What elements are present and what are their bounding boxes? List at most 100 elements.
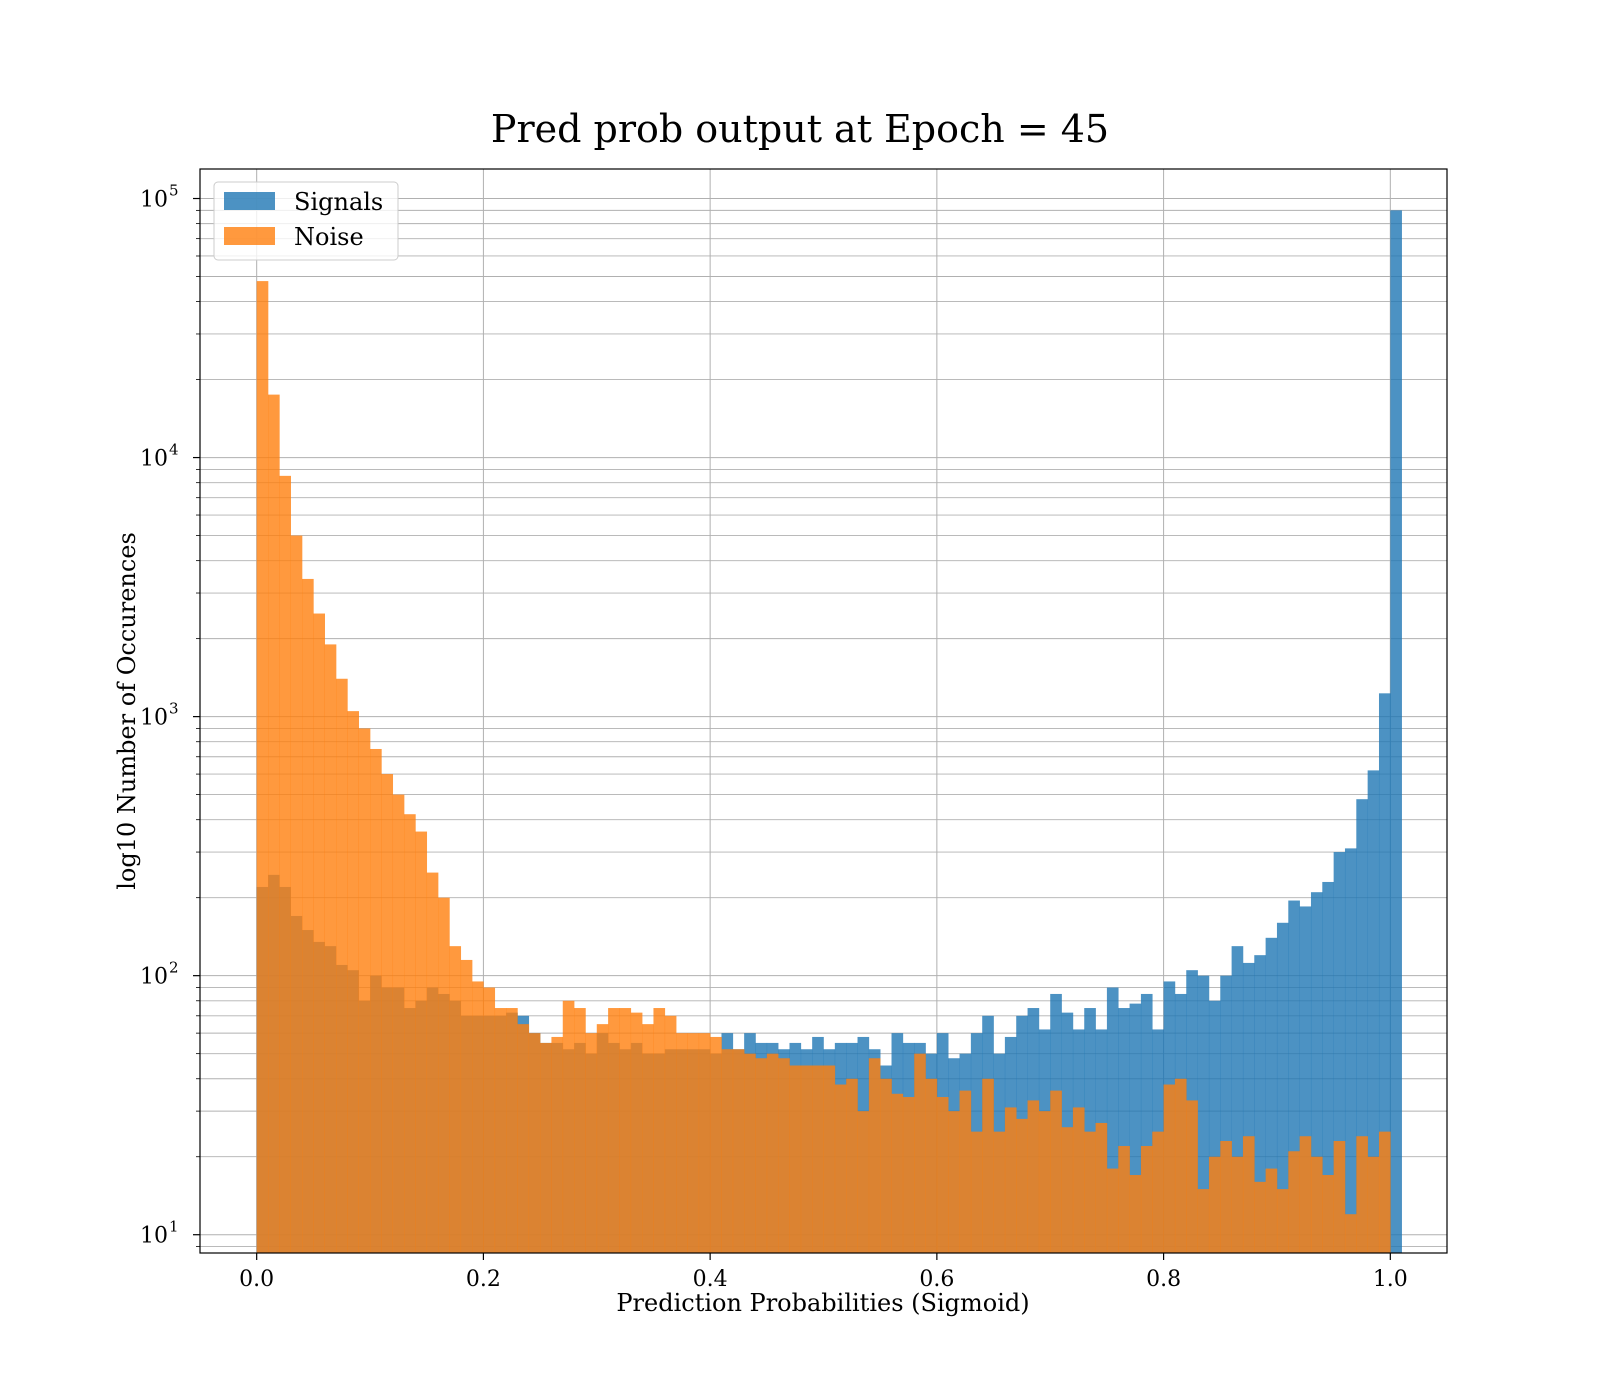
- legend: Signals Noise: [213, 181, 399, 261]
- bar-noise: [834, 1084, 847, 1253]
- bar-noise: [1174, 1078, 1187, 1253]
- bar-noise: [1084, 1131, 1096, 1253]
- bar-noise: [1050, 1090, 1062, 1253]
- bar-noise: [766, 1053, 779, 1253]
- bar-noise: [460, 959, 473, 1253]
- bar-noise: [993, 1131, 1006, 1253]
- bar-noise: [721, 1049, 734, 1253]
- bar-noise: [902, 1097, 915, 1253]
- bar-noise: [1220, 1141, 1232, 1253]
- bar-noise: [494, 1008, 507, 1253]
- bar-noise: [1106, 1168, 1119, 1253]
- bar-noise: [347, 711, 360, 1253]
- bar-noise: [608, 1008, 620, 1253]
- bar-noise: [959, 1090, 972, 1253]
- y-tick-label: 10: [140, 706, 168, 731]
- bar-noise: [392, 794, 405, 1253]
- bar-noise: [358, 728, 371, 1253]
- bar-noise: [438, 897, 450, 1253]
- bar-noise: [1129, 1175, 1142, 1253]
- y-tick-exponent: 5: [169, 182, 179, 200]
- bar-noise: [1140, 1146, 1153, 1253]
- bar-noise: [1197, 1189, 1210, 1253]
- x-tick-label: 0.4: [693, 1267, 728, 1292]
- bar-noise: [370, 748, 382, 1253]
- x-tick-label: 0.8: [1146, 1267, 1181, 1292]
- bar-noise: [1242, 1136, 1255, 1253]
- y-tick-label: 10: [140, 965, 168, 990]
- bar-noise: [1254, 1181, 1266, 1253]
- x-axis-label: Prediction Probabilities (Sigmoid): [616, 1289, 1029, 1317]
- bar-noise: [1163, 1084, 1176, 1253]
- bar-signals: [1118, 1008, 1130, 1253]
- bar-noise: [789, 1065, 802, 1253]
- bar-signals: [1265, 937, 1278, 1253]
- bar-noise: [1004, 1107, 1017, 1253]
- plot-frame: [199, 168, 1448, 1254]
- bar-noise: [619, 1008, 632, 1253]
- bar-noise: [313, 613, 325, 1253]
- bar-noise: [914, 1053, 926, 1253]
- bar-noise: [1016, 1118, 1028, 1253]
- bar-noise: [279, 475, 291, 1253]
- bar-noise: [585, 1033, 598, 1253]
- bar-signals: [1197, 975, 1210, 1253]
- chart-title: Pred prob output at Epoch = 45: [491, 107, 1109, 151]
- bar-noise: [982, 1078, 994, 1253]
- bar-noise: [812, 1065, 824, 1253]
- bar-noise: [1288, 1151, 1300, 1253]
- bar-signals: [1344, 848, 1357, 1253]
- bar-noise: [800, 1065, 813, 1253]
- bar-noise: [562, 1000, 575, 1253]
- bar-signals: [1378, 693, 1391, 1253]
- bar-noise: [653, 1008, 666, 1253]
- bar-noise: [868, 1058, 881, 1253]
- bar-noise: [778, 1058, 790, 1253]
- bar-noise: [517, 1024, 530, 1253]
- bar-noise: [744, 1053, 756, 1253]
- bar-noise: [1152, 1131, 1164, 1253]
- bar-noise: [1095, 1122, 1108, 1253]
- bar-noise: [404, 814, 416, 1253]
- bar-noise: [1208, 1156, 1221, 1253]
- bar-noise: [948, 1111, 960, 1253]
- y-axis-label: log10 Number of Occurences: [113, 532, 141, 890]
- bar-noise: [1231, 1156, 1244, 1253]
- bar-noise: [1186, 1100, 1198, 1253]
- bar-signals: [1333, 852, 1346, 1253]
- bar-noise: [857, 1111, 870, 1253]
- y-tick-exponent: 4: [169, 441, 179, 459]
- x-tick-label: 1.0: [1373, 1267, 1408, 1292]
- bar-noise: [1118, 1146, 1130, 1253]
- bar-noise: [846, 1078, 858, 1253]
- legend-swatch-noise: [224, 227, 275, 245]
- x-tick-label: 0.2: [466, 1267, 501, 1292]
- y-tick-exponent: 2: [169, 959, 179, 977]
- bar-noise: [630, 1012, 643, 1253]
- bar-noise: [336, 678, 348, 1253]
- bar-noise: [1333, 1141, 1346, 1253]
- bar-noise: [268, 394, 280, 1253]
- bar-noise: [698, 1033, 711, 1253]
- bar-signals: [1220, 975, 1232, 1253]
- bar-noise: [642, 1024, 654, 1253]
- y-tick-label: 10: [140, 447, 168, 472]
- bar-signals: [1390, 210, 1402, 1253]
- bar-signals: [1299, 906, 1312, 1253]
- bar-signals: [1254, 955, 1266, 1253]
- bar-noise: [1322, 1175, 1334, 1253]
- y-tick-exponent: 1: [169, 1218, 179, 1236]
- y-tick-exponent: 3: [169, 700, 179, 718]
- x-axis-ticks: 0.0 0.2 0.4 0.6 0.8 1.0: [239, 1253, 1408, 1292]
- bar-noise: [936, 1097, 949, 1253]
- bar-noise: [925, 1078, 938, 1253]
- bar-noise: [1378, 1131, 1391, 1253]
- bar-signals: [1310, 892, 1323, 1253]
- bar-noise: [687, 1033, 700, 1253]
- bar-noise: [1299, 1136, 1312, 1253]
- bar-signals: [1276, 922, 1289, 1253]
- bar-noise: [596, 1024, 609, 1253]
- bar-noise: [574, 1008, 586, 1253]
